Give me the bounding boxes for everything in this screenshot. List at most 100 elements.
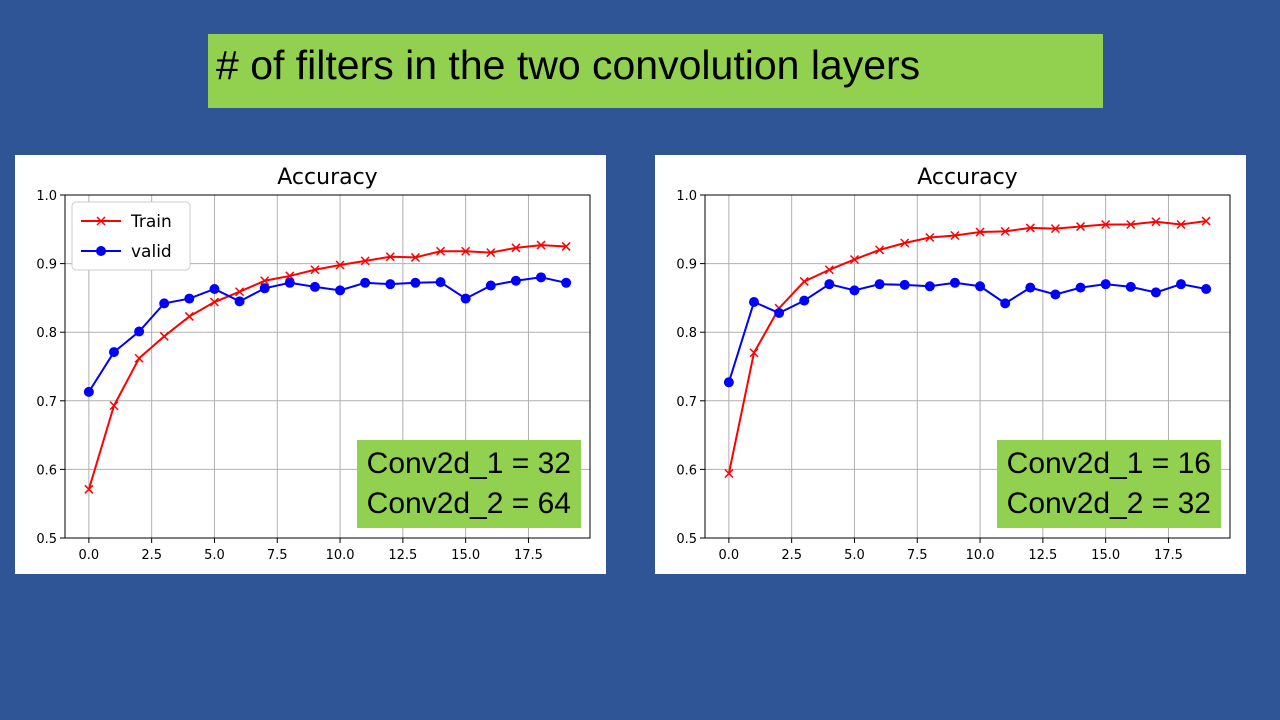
data-point-train <box>749 348 759 358</box>
chart-panel-right: Accuracy 0.0 2.5 5.0 7.5 10.0 12.5 15.0 17.5 0.5 0… <box>655 155 1246 574</box>
data-point-valid <box>234 296 245 307</box>
accuracy-chart-right: Accuracy 0.0 2.5 5.0 7.5 10.0 12.5 15.0 17.5 0.5 0… <box>676 165 1231 563</box>
data-point-valid <box>849 285 860 296</box>
slide-title: # of filters in the two convolution laye… <box>216 42 921 88</box>
marker-stroke <box>824 265 834 275</box>
data-point-train <box>184 311 194 321</box>
data-point-valid <box>134 326 145 337</box>
data-point-valid <box>1025 282 1036 293</box>
data-point-valid <box>259 283 270 294</box>
marker-stroke <box>1076 222 1086 232</box>
data-point-train <box>1101 219 1111 230</box>
data-point-valid <box>83 386 94 397</box>
data-point-train <box>385 252 395 262</box>
y-tick-label: 0.9 <box>36 258 57 273</box>
x-tick-label: 15.0 <box>1091 548 1120 563</box>
data-point-valid <box>1150 287 1161 298</box>
marker-stroke <box>209 297 219 307</box>
data-point-valid <box>824 279 835 290</box>
marker-stroke <box>724 468 734 479</box>
data-point-train <box>209 297 219 307</box>
x-tick-label: 12.5 <box>388 548 417 563</box>
data-point-valid <box>159 298 170 309</box>
data-point-valid <box>1075 282 1086 293</box>
marker-stroke <box>950 230 960 241</box>
marker-stroke <box>184 311 194 321</box>
y-tick-label: 1.0 <box>36 189 57 204</box>
data-point-train <box>84 484 94 494</box>
data-point-train <box>410 252 420 262</box>
marker-stroke <box>1000 226 1010 236</box>
annotation-line-1: Conv2d_1 = 32 <box>366 447 571 480</box>
plot-frame <box>64 194 591 539</box>
x-tick-label: 17.5 <box>514 548 543 563</box>
data-point-valid <box>874 279 885 290</box>
marker-stroke <box>486 248 496 258</box>
marker-stroke <box>536 240 546 250</box>
accuracy-chart-left: Accuracy 0.0 2.5 5.0 7.5 10.0 12.5 15.0 17.5 0.5 0… <box>36 165 591 563</box>
y-tick-label: 0.7 <box>676 395 697 410</box>
data-point-valid <box>1100 279 1111 290</box>
chart-panel-left: Accuracy 0.0 2.5 5.0 7.5 10.0 12.5 15.0 17.5 0.5 0… <box>15 155 606 574</box>
data-point-train <box>235 287 245 297</box>
marker-stroke <box>849 254 859 265</box>
data-point-valid <box>774 307 785 318</box>
data-point-train <box>1025 223 1035 233</box>
data-point-valid <box>410 277 421 288</box>
data-point-train <box>260 276 270 286</box>
data-point-train <box>925 233 935 243</box>
data-point-valid <box>360 277 371 288</box>
marker-stroke <box>385 252 395 262</box>
data-point-train <box>875 245 885 255</box>
marker-stroke <box>900 238 910 248</box>
data-point-valid <box>799 295 810 306</box>
data-point-valid <box>485 280 496 291</box>
marker-stroke <box>235 287 245 297</box>
marker-stroke <box>561 241 571 251</box>
data-point-valid <box>1125 281 1136 292</box>
annotation-line-2: Conv2d_2 = 64 <box>366 487 571 520</box>
data-point-train <box>561 241 571 251</box>
x-tick-label: 0.0 <box>719 548 740 563</box>
annotation-line-2: Conv2d_2 = 32 <box>1006 487 1211 520</box>
data-point-train <box>724 468 734 479</box>
data-point-train <box>436 246 446 256</box>
data-point-valid <box>184 293 195 304</box>
data-point-valid <box>1050 289 1061 300</box>
marker-stroke <box>310 265 320 275</box>
data-point-valid <box>435 277 446 288</box>
plot-frame <box>704 194 1231 539</box>
data-point-train <box>799 276 809 286</box>
series-line-valid <box>88 276 567 393</box>
data-point-valid <box>949 277 960 288</box>
y-tick-label: 0.5 <box>676 532 697 547</box>
y-tick-label: 0.8 <box>676 326 697 341</box>
marker-stroke <box>410 252 420 262</box>
chart-title: Accuracy <box>917 165 1017 190</box>
marker-stroke <box>461 246 471 256</box>
x-tick-label: 2.5 <box>781 548 802 563</box>
data-point-valid <box>309 281 320 292</box>
marker-stroke <box>360 256 370 266</box>
marker-stroke <box>1201 216 1211 226</box>
y-tick-label: 0.9 <box>676 258 697 273</box>
y-tick-label: 0.6 <box>36 463 57 478</box>
data-point-valid <box>1201 283 1212 294</box>
annotation-box-left: Conv2d_1 = 32 Conv2d_2 = 64 <box>356 440 581 528</box>
data-point-train <box>950 230 960 241</box>
slide-title-box: # of filters in the two convolution laye… <box>208 34 1103 108</box>
data-point-valid <box>1000 298 1011 309</box>
x-tick-label: 12.5 <box>1028 548 1057 563</box>
marker-stroke <box>925 233 935 243</box>
marker-stroke <box>134 353 144 363</box>
marker-stroke <box>511 243 521 253</box>
x-tick-label: 5.0 <box>844 548 865 563</box>
marker-stroke <box>109 401 119 411</box>
data-point-valid <box>924 281 935 292</box>
data-point-valid <box>723 377 734 388</box>
data-point-train <box>360 256 370 266</box>
data-point-train <box>134 353 144 363</box>
legend-label: Train <box>130 212 172 232</box>
data-point-train <box>1126 219 1136 230</box>
data-point-train <box>1151 217 1161 227</box>
